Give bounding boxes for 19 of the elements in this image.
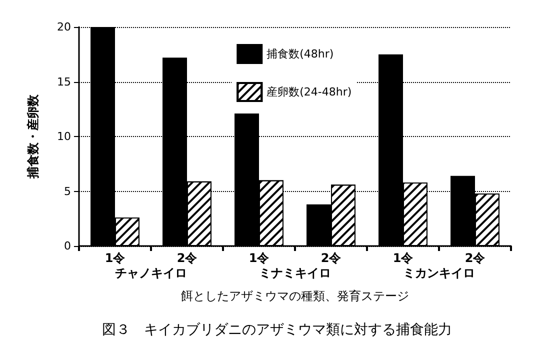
y-tick-label: 20 (57, 20, 71, 34)
x-tick-label: 2令 (320, 251, 342, 265)
x-axis-title: 餌としたアザミウマの種類、発育ステージ (181, 289, 409, 303)
x-tick-label: 2令 (176, 251, 198, 265)
y-axis-title: 捕食数・産卵数 (26, 94, 40, 180)
x-tick-label: 1令 (392, 251, 414, 265)
text: チャノキイロ (115, 266, 187, 280)
text: 図３ キイカブリダニのアザミウマ類に対する捕食能力 (102, 322, 452, 338)
y-tick-label: 5 (64, 184, 71, 198)
x-tick-label: 1令 (248, 251, 270, 265)
y-tick-label: 0 (64, 240, 71, 252)
legend-label: 産卵数(24-48hr) (266, 86, 352, 98)
y-tick-label: 15 (57, 75, 71, 88)
text: ミナミキイロ (259, 266, 331, 280)
legend-label: 捕食数(48hr) (266, 48, 334, 60)
y-tick-label: 10 (57, 130, 71, 143)
x-tick-label: 1令 (104, 251, 126, 265)
x-tick-label: 2令 (464, 251, 486, 265)
text: ミカンキイロ (403, 266, 475, 280)
